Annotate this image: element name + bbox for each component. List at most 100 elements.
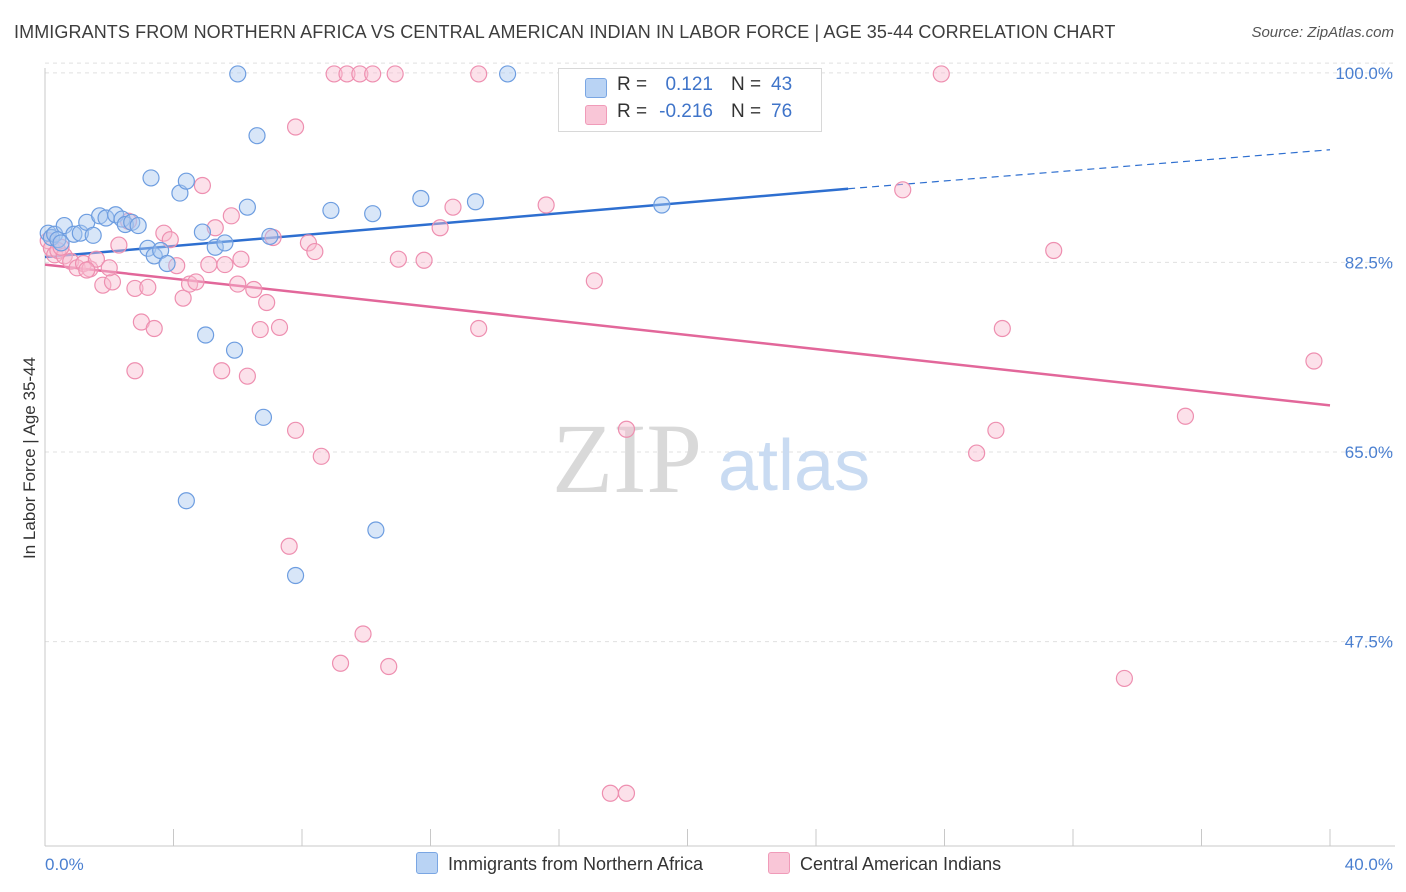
x-tick-label: 40.0% [1345,855,1393,874]
point-central-american-indians [338,65,356,83]
point-central-american-indians [187,273,205,291]
point-central-american-indians [894,181,912,199]
legend-r-value: -0.216 [659,101,713,122]
point-central-american-indians [94,276,112,294]
point-central-american-indians [299,234,318,252]
point-northern-africa [71,224,89,242]
legend-r-label: R = [617,101,648,122]
point-northern-africa [197,326,215,344]
point-central-american-indians [389,250,407,268]
point-central-american-indians [280,537,298,555]
legend-swatch-pink [585,105,607,125]
point-northern-africa [261,227,279,246]
point-central-american-indians [968,444,986,462]
point-central-american-indians [100,259,118,277]
point-central-american-indians [286,118,305,136]
bottom-legend-swatch-blue [416,852,438,874]
point-central-american-indians [110,236,128,254]
data-points [39,65,1323,802]
point-central-american-indians [470,319,488,338]
legend-n-value: 76 [771,101,793,122]
y-tick-label: 47.5% [1345,633,1393,652]
point-northern-africa [142,169,160,187]
point-central-american-indians [470,65,488,83]
y-axis-label: In Labor Force | Age 35-44 [20,357,39,559]
point-central-american-indians [62,252,80,270]
point-central-american-indians [222,207,240,225]
legend-r-value: 0.121 [665,74,713,95]
legend-n-label: N = [731,101,762,122]
point-northern-africa [177,172,195,190]
point-northern-africa [55,216,73,235]
point-central-american-indians [216,255,234,274]
point-central-american-indians [145,319,163,338]
point-central-american-indians [193,176,212,195]
point-northern-africa [229,65,247,83]
point-central-american-indians [258,293,276,312]
point-central-american-indians [537,196,555,214]
trend-line-northern-africa-projection [848,149,1331,190]
point-northern-africa [46,225,64,243]
point-central-american-indians [306,242,324,261]
point-central-american-indians [87,250,106,268]
point-central-american-indians [351,65,369,83]
grid-lines [45,62,1395,643]
point-central-american-indians [238,367,256,385]
chart-title: IMMIGRANTS FROM NORTHERN AFRICA VS CENTR… [14,22,1116,42]
point-central-american-indians [601,784,620,802]
point-northern-africa [158,254,176,273]
point-central-american-indians [126,362,144,380]
point-central-american-indians [270,318,289,337]
legend-r-label: R = [617,74,648,95]
point-central-american-indians [1305,352,1323,370]
point-northern-africa [254,408,273,426]
point-central-american-indians [232,250,250,268]
point-northern-africa [42,228,61,247]
point-northern-africa [364,205,382,223]
trend-line-central-american-indians [44,263,1331,407]
point-central-american-indians [617,420,636,438]
point-northern-africa [248,127,266,145]
point-northern-africa [116,215,134,234]
point-central-american-indians [286,421,305,439]
point-central-american-indians [431,219,449,237]
y-tick-label: 65.0% [1345,443,1393,462]
x-tick-label: 0.0% [45,855,84,874]
point-central-american-indians [139,278,157,296]
watermark-atlas: atlas [718,426,870,506]
point-central-american-indians [380,657,398,676]
point-central-american-indians [155,224,173,242]
point-central-american-indians [312,447,330,465]
correlation-legend: R = 0.121 N = 43 R = -0.216 N = 76 [558,68,822,132]
point-northern-africa [193,223,212,241]
point-northern-africa [225,341,244,359]
legend-n-label: N = [731,74,762,95]
point-northern-africa [84,226,102,244]
point-central-american-indians [180,275,199,293]
x-tick-labels: 0.0% 40.0% [45,855,1393,874]
point-central-american-indians [213,362,231,380]
point-northern-africa [653,196,671,214]
y-tick-label: 100.0% [1335,64,1393,83]
point-central-american-indians [993,319,1011,338]
point-northern-africa [499,65,517,83]
point-central-american-indians [126,279,144,298]
point-northern-africa [286,566,305,585]
point-central-american-indians [325,65,343,83]
legend-n-value: 43 [771,74,793,95]
bottom-legend-label: Immigrants from Northern Africa [448,854,704,874]
point-northern-africa [177,492,195,510]
point-central-american-indians [251,320,269,339]
point-northern-africa [65,225,83,243]
y-tick-labels: 47.5% 65.0% 82.5% 100.0% [1335,64,1393,652]
point-central-american-indians [386,65,404,83]
chart-source: Source: ZipAtlas.com [1251,24,1394,41]
y-tick-label: 82.5% [1345,253,1393,272]
point-central-american-indians [364,65,382,83]
point-northern-africa [206,238,224,256]
point-central-american-indians [161,231,179,249]
point-central-american-indians [1115,669,1134,688]
point-central-american-indians [200,255,218,274]
legend-swatch-blue [585,78,607,98]
watermark: ZIP atlas [552,403,870,514]
